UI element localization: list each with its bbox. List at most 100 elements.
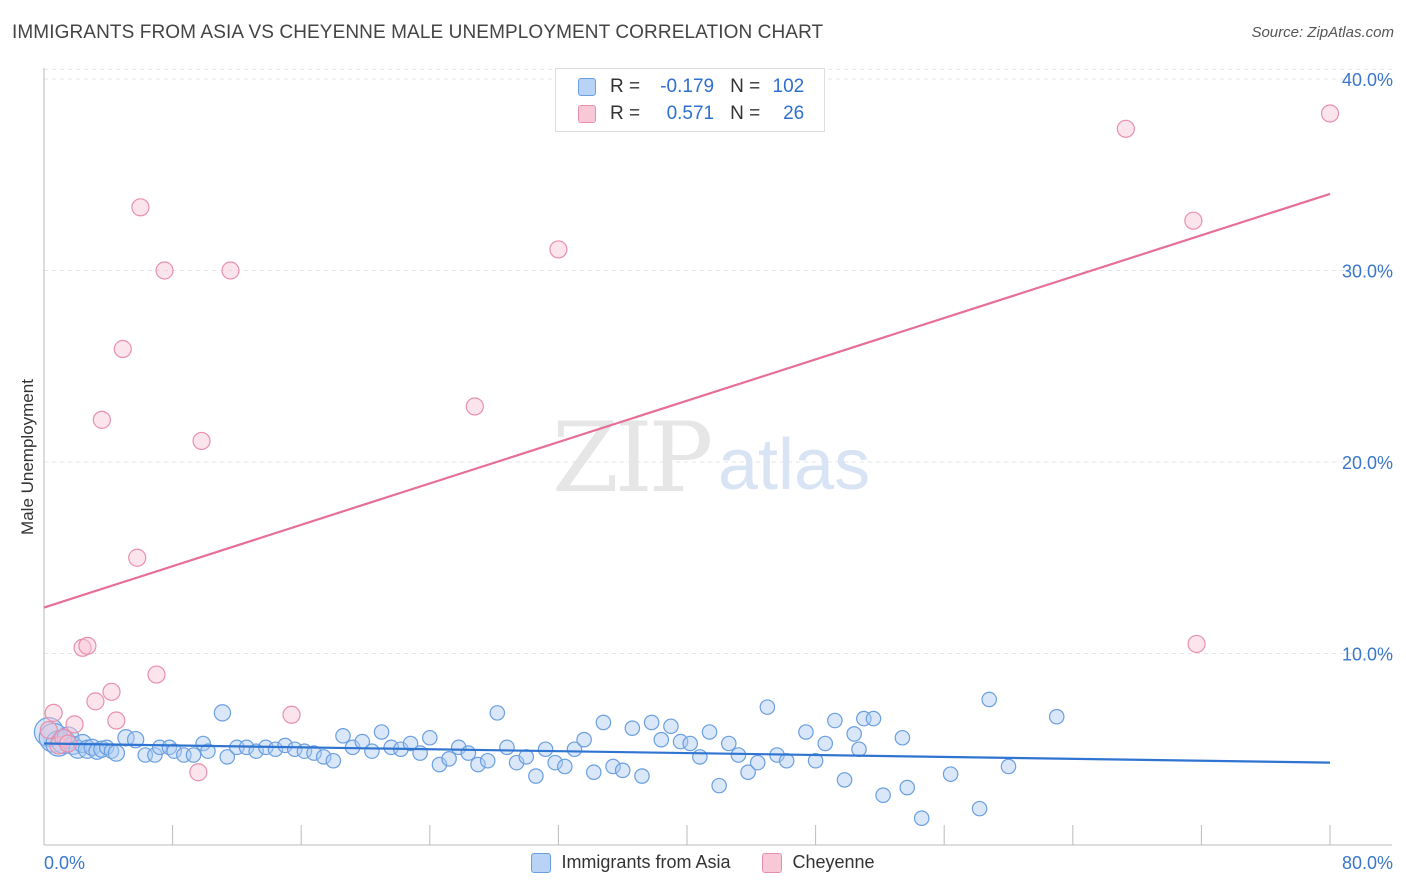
cheyenne-point — [1320, 104, 1340, 123]
asia-point — [720, 735, 737, 752]
asia-point — [836, 772, 853, 788]
y-tick-label: 20.0% — [1342, 453, 1393, 473]
asia-point — [851, 741, 867, 758]
asia-point — [479, 752, 496, 769]
asia-point — [971, 800, 988, 817]
cheyenne-point — [1116, 119, 1135, 138]
asia-point — [267, 741, 284, 758]
asia-point — [817, 735, 834, 752]
asia-point — [277, 737, 293, 754]
asia-trend-line — [43, 742, 1331, 764]
legend-n-label: N = — [730, 76, 761, 97]
cheyenne-point — [282, 705, 301, 724]
legend-r-label: R = — [610, 103, 641, 124]
cheyenne-point — [86, 692, 105, 711]
asia-point — [508, 754, 525, 771]
asia-point — [470, 756, 486, 773]
cheyenne-point — [465, 397, 484, 416]
asia-point — [913, 810, 930, 826]
x-tick-label: 0.0% — [44, 853, 85, 873]
asia-point — [614, 762, 631, 779]
y-tick-label: 10.0% — [1342, 645, 1393, 665]
asia-point — [335, 728, 351, 744]
asia-point — [701, 724, 718, 740]
asia-point — [899, 779, 916, 796]
asia-point — [364, 743, 380, 759]
asia-point — [195, 735, 211, 752]
legend-row-cheyenne: R = 0.571 N = 26 — [578, 102, 804, 126]
asia-point — [499, 739, 515, 756]
cheyenne-point — [147, 665, 166, 684]
series-legend-cheyenne: Cheyenne — [762, 852, 875, 873]
asia-point — [663, 718, 679, 735]
asia-point — [692, 749, 708, 765]
legend-row-asia: R = -0.179 N = 102 — [578, 75, 804, 99]
cheyenne-point — [39, 720, 58, 740]
asia-point — [421, 729, 438, 746]
asia-point — [185, 747, 202, 763]
legend-n-value-cheyenne: 26 — [783, 103, 805, 124]
asia-point — [894, 729, 911, 746]
asia-point — [624, 720, 641, 736]
asia-point — [605, 758, 621, 775]
asia-point — [450, 739, 467, 756]
asia-point — [981, 691, 998, 708]
cheyenne-point — [189, 763, 208, 782]
asia-point — [537, 741, 554, 758]
asia-point — [942, 766, 959, 782]
asia-point — [759, 699, 776, 715]
cheyenne-point — [78, 636, 97, 655]
asia-point — [166, 743, 183, 759]
source-label: Source: ZipAtlas.com — [1251, 24, 1394, 41]
asia-point — [547, 754, 563, 771]
asia-point — [643, 714, 660, 731]
cheyenne-point — [102, 682, 121, 701]
legend-n-value-asia: 102 — [772, 76, 805, 97]
asia-point — [460, 745, 477, 761]
cheyenne-point — [92, 410, 111, 429]
asia-point — [286, 741, 303, 758]
asia-point — [518, 749, 535, 765]
asia-point — [373, 724, 390, 740]
asia-point — [865, 710, 882, 727]
legend-swatch-cheyenne — [578, 105, 596, 123]
asia-point — [441, 751, 457, 767]
legend-swatch-asia — [578, 78, 596, 96]
asia-point — [566, 741, 583, 758]
cheyenne-point — [192, 431, 211, 451]
asia-point — [749, 754, 766, 771]
asia-point — [595, 714, 612, 731]
legend-r-value-asia: -0.179 — [660, 76, 715, 97]
series-legend-asia: Immigrants from Asia — [531, 852, 730, 873]
asia-point — [653, 731, 670, 748]
asia-point — [306, 745, 322, 761]
series-label-cheyenne: Cheyenne — [792, 852, 875, 872]
asia-point — [325, 752, 342, 769]
asia-point — [682, 735, 699, 752]
asia-point — [827, 712, 843, 729]
asia-point — [672, 733, 689, 750]
cheyenne-trend-line — [43, 192, 1331, 609]
series-swatch-cheyenne — [762, 852, 783, 873]
asia-point — [576, 731, 592, 748]
asia-point — [585, 764, 602, 781]
cheyenne-point — [549, 240, 568, 259]
y-tick-label: 30.0% — [1342, 262, 1393, 282]
legend-n-label: N = — [730, 103, 761, 124]
chart-title: IMMIGRANTS FROM ASIA VS CHEYENNE MALE UN… — [12, 22, 824, 43]
asia-point — [383, 739, 400, 756]
legend-r-label: R = — [610, 76, 641, 97]
asia-point — [634, 768, 650, 784]
cheyenne-point — [65, 715, 84, 734]
cheyenne-point — [128, 548, 147, 567]
asia-point — [846, 726, 862, 742]
asia-point — [213, 704, 232, 722]
asia-point — [315, 749, 332, 765]
asia-point — [875, 787, 891, 804]
legend-r-value-cheyenne: 0.571 — [666, 103, 715, 124]
cheyenne-point — [131, 198, 150, 217]
asia-point — [147, 747, 163, 763]
cheyenne-point — [155, 261, 174, 280]
asia-point — [740, 764, 756, 781]
cheyenne-point — [113, 339, 132, 359]
